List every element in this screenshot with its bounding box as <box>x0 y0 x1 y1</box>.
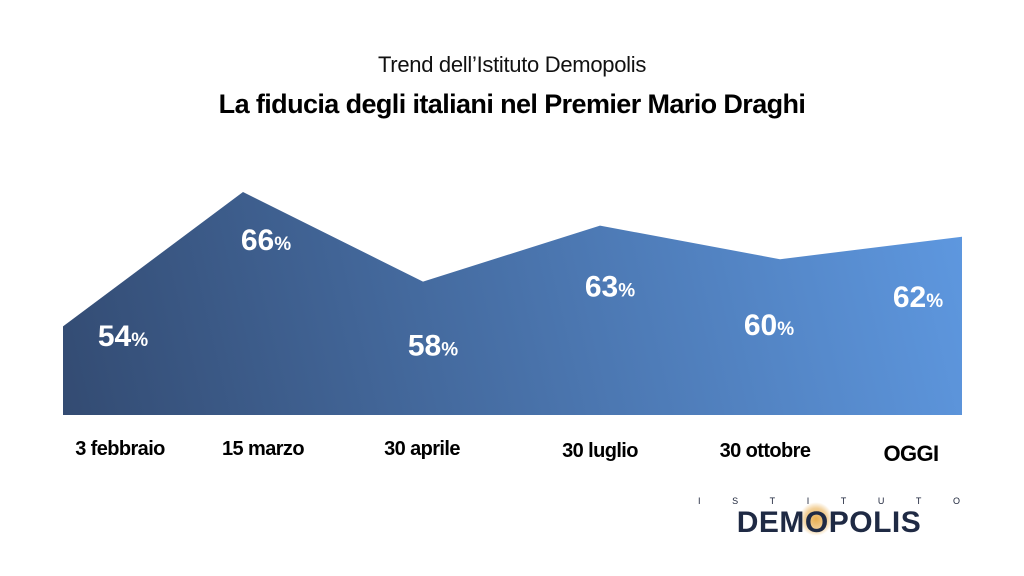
value-label: 62% <box>893 281 943 314</box>
value-label: 63% <box>585 271 635 304</box>
area-series <box>63 192 962 415</box>
logo-letter: S <box>732 496 739 506</box>
category-label: 30 aprile <box>384 438 460 460</box>
logo-letter: T <box>840 496 847 506</box>
category-label: 3 febbraio <box>75 438 165 460</box>
logo-letter: I <box>806 496 810 506</box>
logo-demopolis-text: DEMOPOLIS <box>736 502 922 539</box>
value-label: 58% <box>408 330 458 363</box>
value-label: 60% <box>744 309 794 342</box>
chart-subtitle: Trend dell’Istituto Demopolis <box>377 52 647 77</box>
category-label: 30 luglio <box>562 440 638 462</box>
demopolis-logo: I S T I T U T O DEMOPOLIS <box>698 496 960 540</box>
logo-letter: T <box>915 496 922 506</box>
value-label: 66% <box>241 224 291 257</box>
logo-letter: T <box>769 496 776 506</box>
logo-letter: I <box>698 496 701 506</box>
category-label: OGGI <box>883 441 938 466</box>
value-label: 54% <box>98 320 148 353</box>
chart-title: La fiducia degli italiani nel Premier Ma… <box>218 89 806 119</box>
logo-letter: O <box>952 496 960 506</box>
logo-letter: U <box>877 496 885 506</box>
category-label: 30 ottobre <box>720 440 811 462</box>
category-label: 15 marzo <box>222 438 304 460</box>
